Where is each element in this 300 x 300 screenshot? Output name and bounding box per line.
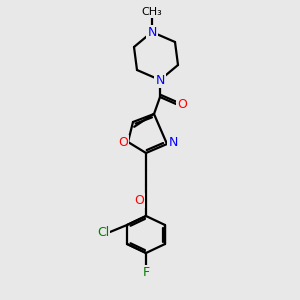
Text: F: F — [142, 266, 150, 278]
Text: O: O — [118, 136, 128, 148]
Text: O: O — [134, 194, 144, 206]
Text: N: N — [147, 26, 157, 38]
Text: CH₃: CH₃ — [142, 7, 162, 17]
Text: N: N — [155, 74, 165, 86]
Text: O: O — [177, 98, 187, 110]
Text: Cl: Cl — [97, 226, 109, 238]
Text: N: N — [168, 136, 178, 149]
